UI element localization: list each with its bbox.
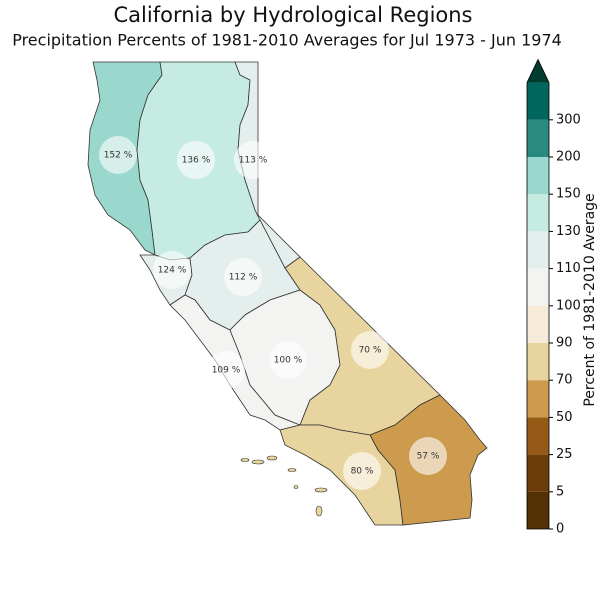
region-value-label: 70 % [359, 346, 382, 356]
colorbar-bin [527, 417, 549, 455]
colorbar-bin [527, 119, 549, 157]
colorbar-extend [527, 59, 549, 83]
colorbar-label: Percent of 1981-2010 Average [582, 193, 598, 406]
label-halo [269, 341, 307, 379]
region-value-label: 100 % [274, 356, 303, 366]
colorbar-tick-label: 110 [556, 261, 581, 276]
label-halo [153, 251, 191, 289]
label-halo [207, 351, 245, 389]
label-halo [234, 141, 272, 179]
colorbar-tick-label: 130 [556, 224, 581, 239]
colorbar-tick-label: 5 [556, 484, 564, 499]
chart-title: California by Hydrological Regions [114, 3, 473, 27]
colorbar-tick-label: 200 [556, 150, 581, 165]
colorbar-bin [527, 157, 549, 195]
region-value-label: 136 % [182, 156, 211, 166]
colorbar-tick-label: 50 [556, 410, 573, 425]
label-halo [99, 136, 137, 174]
colorbar-outline [526, 58, 550, 530]
colorbar-tick-label: 70 [556, 373, 573, 388]
colorbar-bin [527, 380, 549, 418]
region-value-label: 80 % [351, 467, 374, 477]
colorbar-bin [527, 343, 549, 381]
colorbar-bin [527, 305, 549, 343]
region-value-label: 113 % [239, 156, 268, 166]
colorbar-bin [527, 491, 549, 529]
colorbar-tick-label: 300 [556, 112, 581, 127]
region-value-label: 57 % [417, 452, 440, 462]
colorbar-bin [527, 231, 549, 269]
colorbar-tick-label: 0 [556, 522, 564, 537]
colorbar-tick-label: 150 [556, 187, 581, 202]
region-value-label: 152 % [104, 151, 133, 161]
label-halo [343, 452, 381, 490]
colorbar-bin [527, 82, 549, 120]
label-halo [224, 258, 262, 296]
region-value-label: 112 % [229, 273, 258, 283]
colorbar-tick-label: 90 [556, 336, 573, 351]
islands [240, 455, 328, 517]
label-halo [177, 141, 215, 179]
chart-subtitle: Precipitation Percents of 1981-2010 Aver… [12, 31, 562, 50]
region-value-label: 124 % [158, 266, 187, 276]
colorbar-tick-label: 25 [556, 447, 573, 462]
colorbar-tick-label: 100 [556, 298, 581, 313]
colorbar-bin [527, 268, 549, 306]
colorbar-bin [527, 454, 549, 492]
label-halo [409, 437, 447, 475]
label-halo [351, 331, 389, 369]
region [234, 61, 301, 269]
region-value-label: 109 % [212, 366, 241, 376]
colorbar-bin [527, 194, 549, 232]
